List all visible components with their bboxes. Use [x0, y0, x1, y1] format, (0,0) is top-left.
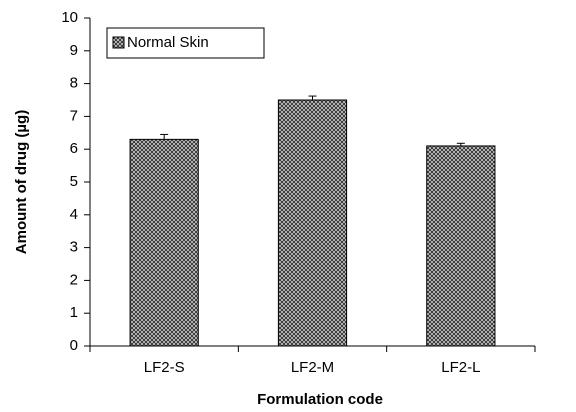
y-tick-label: 1	[70, 304, 78, 321]
y-tick-label: 7	[70, 107, 78, 124]
bar	[277, 99, 348, 347]
y-tick-label: 3	[70, 239, 78, 256]
x-tick-label: LF2-S	[144, 359, 185, 376]
x-tick-label: LF2-M	[291, 359, 334, 376]
y-tick-label: 5	[70, 173, 78, 190]
y-tick-label: 2	[70, 271, 78, 288]
y-tick-label: 8	[70, 75, 78, 92]
y-tick-label: 6	[70, 140, 78, 157]
x-axis-title: Formulation code	[257, 391, 383, 408]
bar	[129, 138, 199, 347]
y-tick-label: 4	[70, 206, 78, 223]
y-tick-label: 9	[70, 42, 78, 59]
x-tick-label: LF2-L	[441, 359, 480, 376]
legend-box	[106, 27, 265, 59]
y-tick-label: 10	[61, 9, 78, 26]
bar	[426, 145, 496, 347]
y-tick-label: 0	[70, 337, 78, 354]
y-axis-title: Amount of drug (µg)	[13, 110, 30, 254]
legend-swatch	[112, 36, 125, 49]
legend-label: Normal Skin	[127, 34, 209, 51]
